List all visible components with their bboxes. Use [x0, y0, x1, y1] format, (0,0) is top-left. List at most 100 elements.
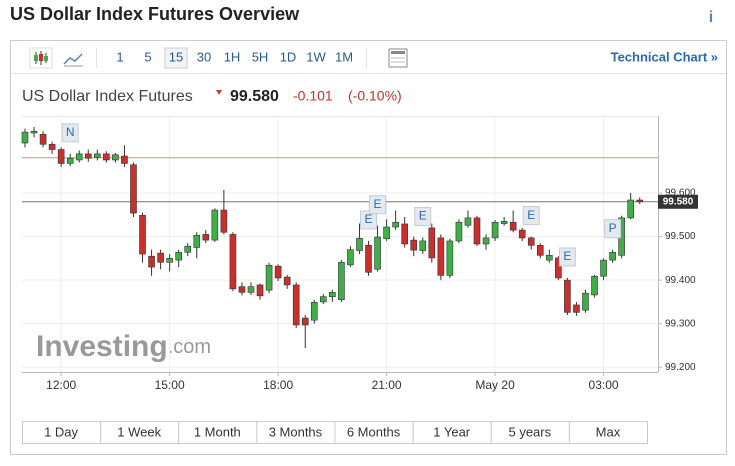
candle-body [383, 226, 390, 240]
x-tick-label: 12:00 [46, 378, 76, 392]
quote-price: 99.580 [230, 88, 279, 105]
range-label[interactable]: 1 Week [117, 424, 161, 439]
quote-change-pct: (-0.10%) [348, 88, 402, 104]
range-label[interactable]: 5 years [508, 424, 551, 439]
range-label[interactable]: 1 Month [194, 424, 241, 439]
range-button[interactable] [568, 421, 648, 444]
candle-body [84, 153, 92, 159]
candle-body [356, 238, 363, 251]
event-marker[interactable] [414, 206, 432, 226]
candle-body [310, 302, 318, 321]
interval-button[interactable]: 1M [335, 49, 353, 64]
event-label[interactable]: E [527, 208, 535, 222]
candle-body [473, 217, 481, 245]
range-label[interactable]: Max [596, 424, 621, 439]
candle-body [600, 259, 607, 277]
candle-type-button[interactable] [29, 47, 53, 69]
candle-body [482, 237, 490, 245]
event-label[interactable]: E [419, 209, 427, 223]
event-marker[interactable] [604, 219, 622, 239]
interval-button[interactable]: 1D [280, 49, 297, 64]
candle-body [238, 286, 246, 293]
candle-body [464, 217, 472, 226]
y-tick-label: 99.400 [665, 275, 696, 286]
candle-body [75, 153, 83, 161]
interval-button[interactable]: 1H [224, 49, 241, 64]
candle-body [573, 304, 580, 313]
info-button[interactable]: i [709, 9, 713, 26]
event-marker[interactable] [61, 123, 79, 143]
candle-body [220, 209, 228, 233]
event-label[interactable]: E [374, 197, 382, 211]
candle-body [202, 234, 210, 241]
candle-body [39, 133, 47, 145]
candle-body [21, 131, 29, 144]
x-tick-label: 15:00 [155, 378, 185, 392]
candle-body [428, 227, 436, 259]
event-marker[interactable] [522, 206, 540, 226]
candle-body [582, 292, 589, 311]
candle-body [30, 130, 38, 134]
candle-body [419, 240, 427, 251]
interval-button[interactable]: 30 [197, 49, 211, 64]
candle-body [211, 209, 219, 241]
watermark-domain: .com [168, 336, 211, 358]
candle-body [564, 279, 571, 313]
candle-body [94, 153, 101, 158]
candle-body [338, 261, 345, 301]
candle-body [491, 221, 499, 239]
quote-change: -0.101 [293, 88, 333, 104]
price-tag-label: 99.580 [663, 196, 694, 207]
candle-body [66, 157, 74, 164]
candle-body [256, 284, 264, 297]
candle-body [591, 275, 598, 296]
candle-body [401, 223, 408, 245]
range-label[interactable]: 6 Months [347, 424, 401, 439]
technical-chart-link[interactable]: Technical Chart » [611, 49, 718, 64]
event-marker[interactable] [360, 210, 378, 230]
candle-body [392, 221, 399, 228]
event-label[interactable]: E [563, 249, 571, 263]
line-type-button[interactable] [63, 53, 83, 67]
event-label[interactable]: E [365, 212, 373, 226]
x-tick-label: 18:00 [263, 378, 293, 392]
range-label[interactable]: 1 Year [433, 424, 471, 439]
candle-body [103, 153, 110, 161]
y-tick-label: 99.300 [665, 318, 696, 329]
candle-body [546, 255, 553, 261]
x-tick-label: May 20 [475, 378, 515, 392]
candle-body [48, 143, 56, 150]
quote-name: US Dollar Index Futures [22, 88, 193, 105]
candle-body [193, 234, 201, 248]
interval-button[interactable]: 15 [169, 49, 183, 64]
x-tick-label: 03:00 [589, 378, 619, 392]
candle-body [166, 258, 173, 263]
range-label[interactable]: 3 Months [269, 424, 323, 439]
candle-body [175, 251, 182, 261]
interval-button[interactable]: 1W [306, 49, 326, 64]
interval-button[interactable]: 1 [116, 49, 123, 64]
range-label[interactable]: 1 Day [44, 424, 78, 439]
candle-body [500, 221, 508, 224]
event-label[interactable]: N [66, 125, 75, 139]
candle-body [410, 239, 418, 251]
candle-body [627, 199, 634, 219]
candle-body [455, 221, 463, 242]
interval-selected [164, 47, 188, 69]
candle-body [139, 214, 146, 255]
candle-body [636, 199, 644, 203]
watermark: Investing.com [36, 330, 211, 363]
event-marker[interactable] [558, 247, 576, 267]
candle-body [157, 252, 164, 263]
candle-body [329, 292, 336, 297]
candle-body [148, 255, 155, 268]
settings-button[interactable] [388, 48, 408, 68]
candle-body [555, 257, 562, 279]
event-label[interactable]: P [609, 221, 617, 235]
event-marker[interactable] [369, 195, 387, 215]
candle-body [301, 317, 309, 326]
y-tick-label: 99.500 [665, 231, 696, 242]
interval-button[interactable]: 5 [144, 49, 151, 64]
interval-button[interactable]: 5H [252, 49, 269, 64]
